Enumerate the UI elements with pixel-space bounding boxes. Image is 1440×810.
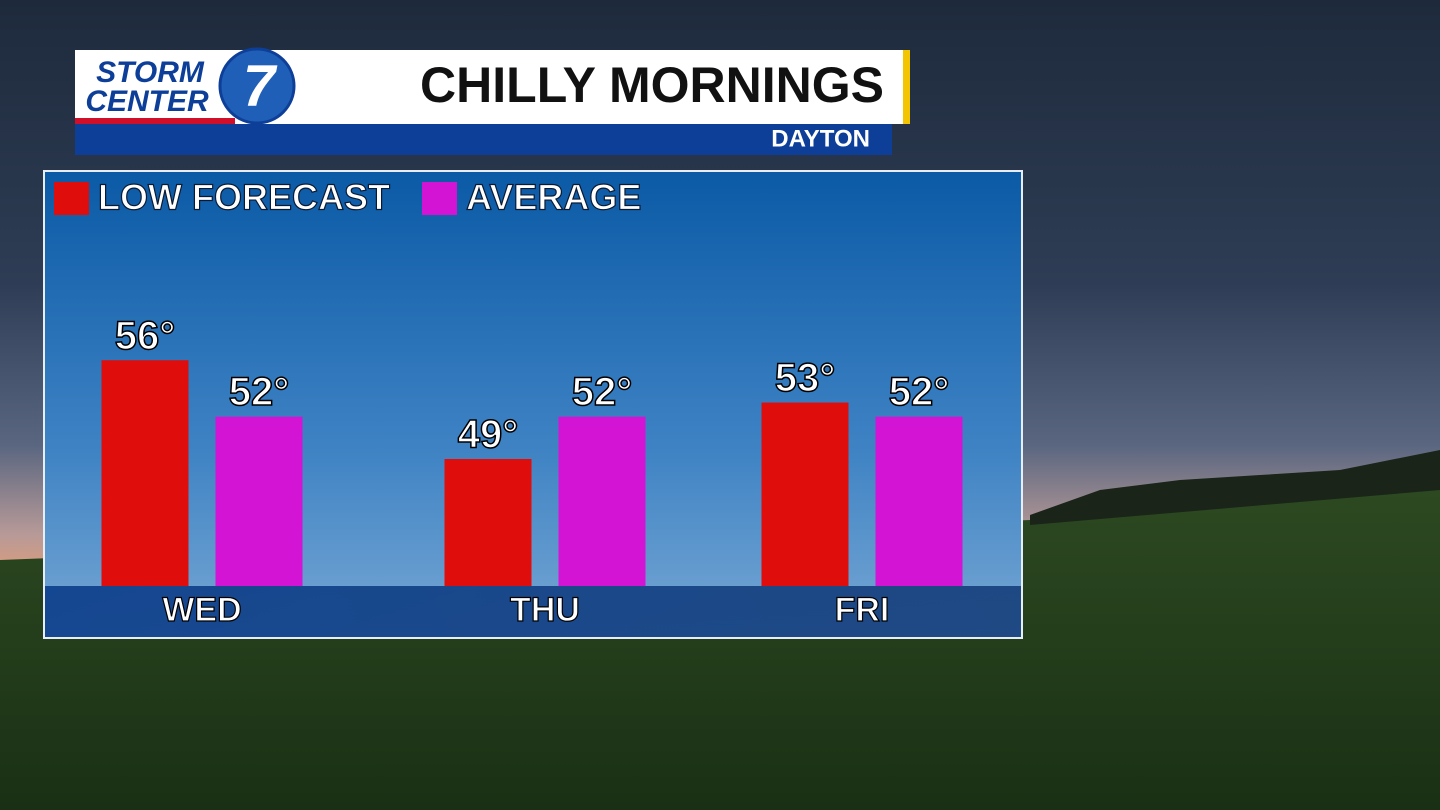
value-label: 52° — [889, 370, 950, 414]
legend-swatch — [54, 182, 89, 215]
value-label: 56° — [115, 314, 176, 358]
bar — [558, 416, 646, 586]
chart-title: CHILLY MORNINGS — [420, 57, 884, 113]
logo-circle — [218, 47, 296, 125]
legend-label: AVERAGE — [466, 177, 641, 218]
category-strip — [45, 586, 1021, 637]
bar — [215, 416, 303, 586]
x-tick-label: THU — [510, 591, 580, 629]
value-label: 49° — [458, 413, 519, 457]
bar — [101, 360, 189, 586]
logo-line2: CENTER — [85, 85, 209, 118]
bar — [875, 416, 963, 586]
legend-swatch — [422, 182, 457, 215]
banner-accent — [903, 50, 910, 124]
x-tick-label: FRI — [835, 591, 890, 629]
value-label: 52° — [229, 370, 290, 414]
treeline — [1030, 450, 1440, 525]
logo-stripe — [75, 118, 235, 124]
logo-number: 7 — [243, 53, 278, 118]
bar — [444, 459, 532, 586]
x-tick-label: WED — [162, 591, 241, 629]
value-label: 53° — [775, 356, 836, 400]
legend-label: LOW FORECAST — [98, 177, 390, 218]
plot: LOW FORECAST AVERAGE WED 56° 52° THU 49° 52° FRI… — [54, 176, 963, 630]
chart-panel — [43, 170, 1023, 639]
title-banner — [75, 50, 910, 124]
chart-subtitle: DAYTON — [771, 125, 870, 152]
value-label: 52° — [572, 370, 633, 414]
subtitle-banner — [75, 124, 892, 155]
logo-line1: STORM — [96, 56, 205, 89]
bar — [761, 402, 849, 586]
